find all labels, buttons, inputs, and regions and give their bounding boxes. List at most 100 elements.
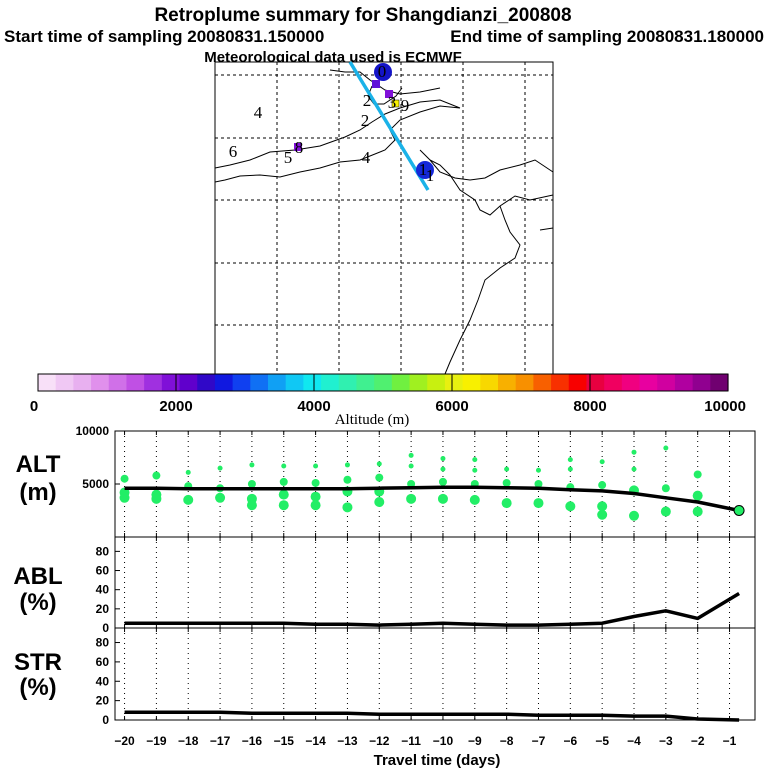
panel-alt-dot-7-1	[343, 475, 352, 484]
colorbar-cell-33	[621, 374, 641, 391]
panel-str-series-line-0	[124, 710, 740, 722]
trajectory-map: 4 6 58 4 22 3 9 11 0	[214, 61, 554, 375]
panel-alt-dot-14-1	[567, 466, 573, 472]
trajectory-end-marker	[416, 161, 434, 179]
colorbar-cell-36	[674, 374, 694, 391]
abl-panel: 0 20 40 60 80 ABL(%)	[13, 536, 756, 635]
panel-abl-ytick-label-3: 60	[96, 564, 110, 578]
map-label-2: 5	[284, 148, 293, 167]
panel-alt-label-unit: (m)	[19, 479, 56, 506]
colorbar-cell-2	[73, 374, 92, 391]
start-time-text: Start time of sampling 20080831.150000	[4, 27, 324, 46]
panel-alt-dot-15-1	[598, 481, 607, 490]
x-tick-label-18: −2	[691, 734, 705, 748]
plume-marker-1	[372, 80, 380, 88]
x-tick-label-2: −18	[178, 734, 199, 748]
colorbar-cell-24	[462, 374, 481, 391]
panel-str-ytick-label-2: 40	[96, 674, 110, 688]
panel-abl-series-line-0	[124, 592, 741, 627]
colorbar-cell-29	[551, 374, 570, 391]
colorbar-cell-23	[444, 374, 464, 391]
colorbar-cell-26	[498, 374, 517, 391]
colorbar-cell-1	[55, 374, 74, 391]
panel-alt-dot-18-0	[693, 470, 702, 479]
colorbar-cell-0	[38, 374, 57, 391]
panel-alt-dot-13-0	[535, 467, 541, 473]
panel-str-label-name: STR	[14, 649, 62, 676]
panel-alt-dot-2-2	[183, 494, 194, 505]
colorbar-cell-27	[515, 374, 534, 391]
panel-alt-dot-17-0	[663, 445, 669, 451]
colorbar-cell-21	[409, 374, 428, 391]
panel-alt-dot-2-0	[185, 469, 191, 475]
colorbar-cell-17	[338, 374, 358, 391]
colorbar-cell-31	[586, 374, 605, 391]
panel-str-frame	[114, 627, 756, 721]
colorbar-cell-12	[250, 374, 269, 391]
colorbar-cell-3	[91, 374, 110, 391]
x-tick-label-14: −6	[563, 734, 577, 748]
colorbar-cell-18	[356, 374, 375, 391]
panel-alt-dot-6-0	[313, 463, 319, 469]
panel-alt-dot-9-0	[408, 452, 414, 458]
panel-abl-ytick-label-0: 0	[102, 621, 109, 635]
panel-alt-dot-12-1	[502, 478, 511, 487]
colorbar-tick-label-5: 10000	[704, 398, 746, 415]
map-label-9: 1	[419, 160, 428, 179]
map-label-3: 8	[295, 138, 304, 157]
panel-alt-ytick-label-1: 10000	[76, 424, 110, 438]
panel-alt-dot-4-3	[246, 500, 257, 511]
colorbar-cell-8	[179, 374, 198, 391]
plume-marker-2	[385, 90, 393, 98]
colorbar-cell-7	[161, 374, 181, 391]
panel-alt-dot-16-3	[629, 510, 640, 521]
altitude-colorbar: 0 2000 4000 6000 8000 10000 Altitude (m)	[30, 373, 746, 428]
panel-abl-ytick-label-1: 20	[96, 602, 110, 616]
panel-alt-dot-8-0	[376, 461, 382, 467]
panel-str-ytick-label-4: 80	[96, 636, 110, 650]
map-label-11: 0	[378, 62, 387, 81]
x-tick-label-19: −1	[723, 734, 737, 748]
panel-alt-dot-3-0	[217, 465, 223, 471]
panel-alt-dot-18-2	[692, 506, 703, 517]
panel-str-ytick-label-3: 60	[96, 655, 110, 669]
x-tick-label-17: −3	[659, 734, 673, 748]
end-time-text: End time of sampling 20080831.180000	[450, 27, 764, 46]
panel-alt-dot-9-1	[408, 463, 414, 469]
alt-end-marker	[733, 505, 745, 516]
panel-alt-dot-6-3	[310, 500, 321, 511]
panel-abl-label-unit: (%)	[19, 589, 56, 616]
panel-alt-dot-15-0	[599, 459, 605, 465]
panel-abl-ytick-label-4: 80	[96, 544, 110, 558]
map-label-4: 4	[362, 148, 371, 167]
panel-alt-dot-0-2	[119, 492, 130, 503]
x-tick-label-13: −7	[532, 734, 546, 748]
colorbar-cell-37	[692, 374, 711, 391]
panel-alt-dot-11-1	[472, 467, 478, 473]
colorbar-cell-16	[321, 374, 340, 391]
panel-alt-dot-5-2	[278, 489, 289, 500]
panel-alt-dot-16-1	[631, 466, 637, 472]
figure-title: Retroplume summary for Shangdianzi_20080…	[154, 5, 571, 26]
panel-alt-dot-9-3	[406, 493, 417, 504]
x-tick-label-0: −20	[114, 734, 135, 748]
colorbar-tick-label-2: 4000	[297, 398, 330, 415]
colorbar-cell-38	[710, 374, 729, 391]
map-day-labels: 4 6 58 4 22 3 9 11 0	[229, 62, 435, 185]
panel-str-ytick-label-0: 0	[102, 713, 109, 727]
x-tick-label-12: −8	[500, 734, 514, 748]
x-tick-label-1: −19	[146, 734, 167, 748]
trajectory-track	[348, 61, 430, 191]
map-label-7: 3	[388, 93, 397, 112]
x-tick-label-8: −12	[369, 734, 390, 748]
panel-alt-ytick-label-0: 5000	[82, 477, 109, 491]
colorbar-cell-25	[480, 374, 499, 391]
panel-alt-dot-13-1	[534, 480, 543, 488]
panel-alt-dot-3-2	[215, 492, 226, 503]
colorbar-cell-10	[214, 374, 234, 391]
panel-alt-dot-10-3	[437, 493, 448, 504]
panel-alt-dot-12-0	[504, 466, 510, 472]
colorbar-cell-15	[303, 374, 322, 391]
colorbar-cell-32	[604, 374, 623, 391]
